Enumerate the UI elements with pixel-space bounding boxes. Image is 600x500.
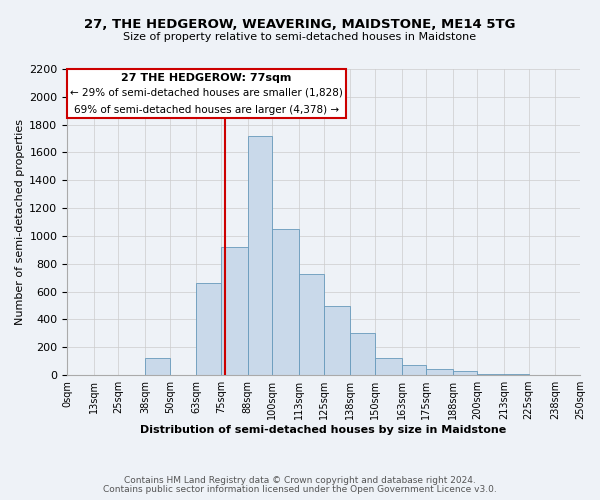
Bar [453, 371, 478, 375]
Text: Contains public sector information licensed under the Open Government Licence v3: Contains public sector information licen… [103, 484, 497, 494]
Bar [196, 284, 221, 375]
Bar [478, 374, 504, 375]
Bar [145, 358, 170, 375]
FancyBboxPatch shape [67, 69, 346, 118]
Text: Size of property relative to semi-detached houses in Maidstone: Size of property relative to semi-detach… [124, 32, 476, 42]
Bar [221, 247, 248, 375]
X-axis label: Distribution of semi-detached houses by size in Maidstone: Distribution of semi-detached houses by … [140, 425, 506, 435]
Text: 27 THE HEDGEROW: 77sqm: 27 THE HEDGEROW: 77sqm [121, 73, 292, 83]
Bar [248, 136, 272, 375]
Y-axis label: Number of semi-detached properties: Number of semi-detached properties [15, 119, 25, 325]
Bar [323, 306, 350, 375]
Bar [401, 366, 426, 375]
Bar [504, 374, 529, 375]
Text: Contains HM Land Registry data © Crown copyright and database right 2024.: Contains HM Land Registry data © Crown c… [124, 476, 476, 485]
Text: ← 29% of semi-detached houses are smaller (1,828): ← 29% of semi-detached houses are smalle… [70, 88, 343, 98]
Bar [350, 332, 375, 375]
Bar [272, 229, 299, 375]
Bar [426, 369, 453, 375]
Bar [299, 274, 323, 375]
Bar [375, 358, 401, 375]
Text: 27, THE HEDGEROW, WEAVERING, MAIDSTONE, ME14 5TG: 27, THE HEDGEROW, WEAVERING, MAIDSTONE, … [84, 18, 516, 30]
Text: 69% of semi-detached houses are larger (4,378) →: 69% of semi-detached houses are larger (… [74, 104, 339, 115]
